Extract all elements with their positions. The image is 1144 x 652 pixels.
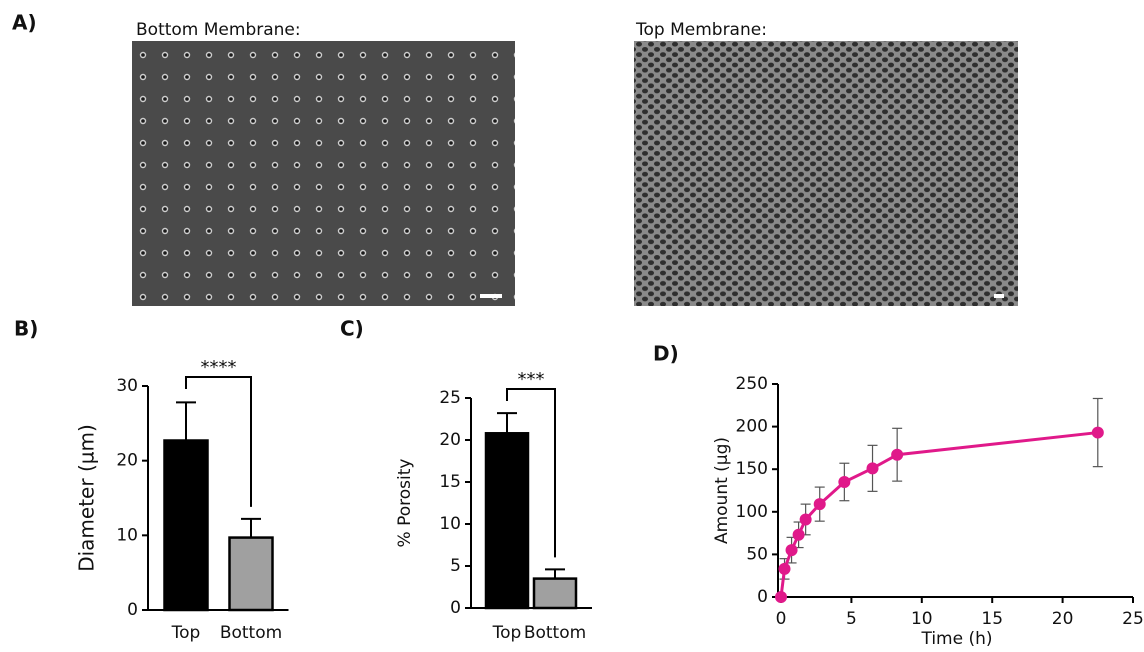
panel-label: B) bbox=[14, 317, 38, 341]
image-caption: Bottom Membrane: bbox=[136, 20, 301, 40]
y-tick-label: 0 bbox=[450, 598, 461, 618]
y-axis-label: Diameter (µm) bbox=[75, 424, 99, 572]
x-tick-label: Top bbox=[171, 623, 201, 643]
y-tick-label: 0 bbox=[127, 600, 138, 620]
significance-bracket bbox=[506, 388, 556, 558]
bar bbox=[484, 432, 530, 610]
panel-label: C) bbox=[340, 317, 364, 341]
significance-label: *** bbox=[518, 369, 545, 390]
y-tick-label: 10 bbox=[116, 525, 138, 545]
point bbox=[785, 544, 798, 557]
point bbox=[778, 562, 791, 575]
panel-label: A) bbox=[12, 11, 37, 35]
y-tick-label: 200 bbox=[736, 417, 768, 437]
point bbox=[775, 591, 787, 603]
x-tick-label: Bottom bbox=[220, 623, 282, 643]
y-tick-label: 25 bbox=[439, 388, 461, 408]
y-tick-label: 20 bbox=[116, 451, 138, 471]
y-tick-label: 50 bbox=[746, 544, 768, 564]
point bbox=[838, 475, 851, 488]
sem-image bbox=[132, 41, 515, 306]
y-axis-label: Amount (µg) bbox=[712, 437, 732, 544]
image-caption: Top Membrane: bbox=[635, 20, 767, 40]
bar bbox=[532, 577, 578, 610]
sem-image bbox=[634, 41, 1018, 306]
y-tick-label: 0 bbox=[757, 587, 768, 607]
y-tick-label: 20 bbox=[439, 430, 461, 450]
bar bbox=[228, 536, 274, 612]
x-tick-label: 0 bbox=[776, 609, 787, 629]
x-axis-label: Time (h) bbox=[920, 629, 992, 649]
point bbox=[1091, 426, 1104, 439]
point bbox=[813, 498, 826, 511]
significance-bracket bbox=[185, 376, 252, 507]
y-axis-label: % Porosity bbox=[395, 459, 415, 548]
x-tick-label: 25 bbox=[1122, 609, 1144, 629]
y-tick-label: 100 bbox=[736, 502, 768, 522]
point bbox=[866, 462, 879, 475]
x-tick-label: 10 bbox=[911, 609, 933, 629]
y-tick-label: 250 bbox=[736, 374, 768, 394]
x-tick-label: Bottom bbox=[524, 623, 586, 643]
y-tick-label: 5 bbox=[450, 556, 461, 576]
scale-bar bbox=[994, 294, 1004, 298]
significance-label: **** bbox=[201, 357, 237, 378]
panel-label: D) bbox=[653, 342, 679, 366]
x-tick-label: 20 bbox=[1052, 609, 1074, 629]
point bbox=[792, 528, 805, 541]
point bbox=[799, 513, 812, 526]
x-tick-label: Top bbox=[492, 623, 522, 643]
bar bbox=[163, 439, 209, 612]
y-tick-label: 10 bbox=[439, 514, 461, 534]
x-tick-label: 15 bbox=[981, 609, 1003, 629]
y-tick-label: 15 bbox=[439, 472, 461, 492]
y-tick-label: 30 bbox=[116, 376, 138, 396]
point bbox=[891, 448, 904, 461]
line bbox=[779, 431, 1098, 598]
scale-bar bbox=[480, 294, 502, 298]
y-tick-label: 150 bbox=[736, 459, 768, 479]
x-tick-label: 5 bbox=[846, 609, 857, 629]
